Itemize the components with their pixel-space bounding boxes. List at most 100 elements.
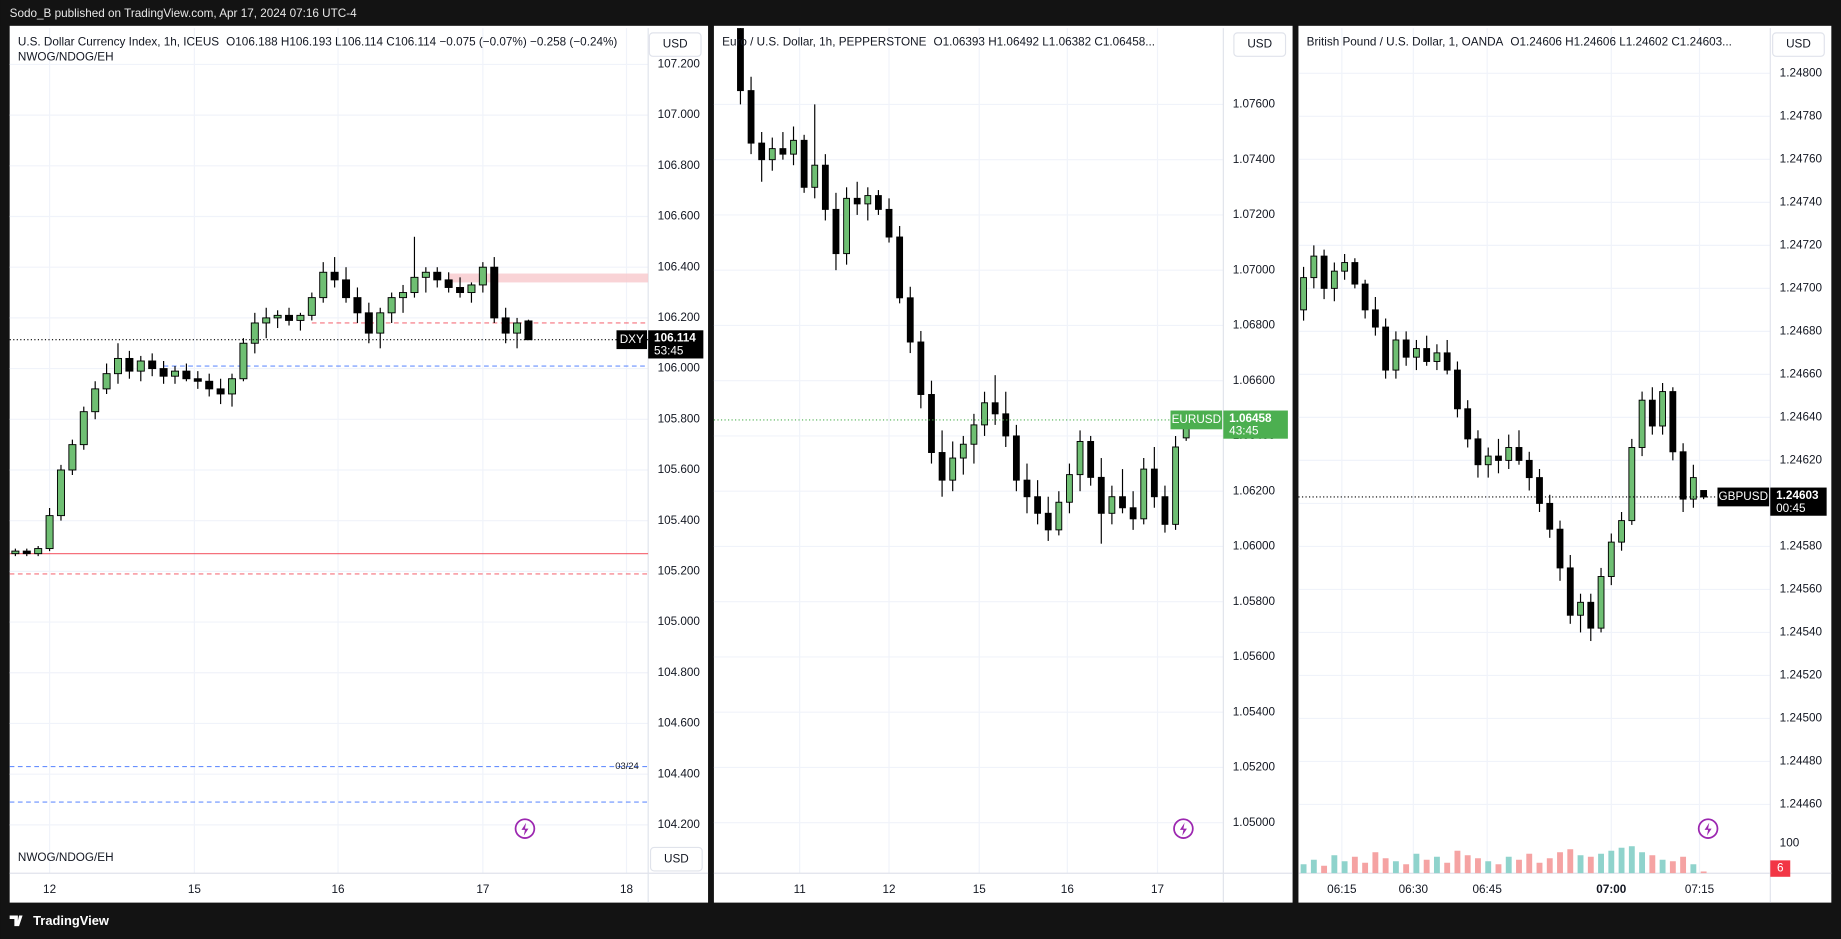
candle-body [1012,435,1020,481]
currency-label: USD [1786,38,1811,51]
candle-body [319,271,328,299]
candle-body [444,279,453,288]
y-tick-label: 1.24720 [1780,238,1823,251]
candle-body [853,197,861,205]
volume-bar [1485,861,1492,874]
indicator-label: NWOG/NDOG/EH [18,51,114,64]
ohlc-values: O1.06393 H1.06492 L1.06382 C1.06458... [933,35,1155,48]
plot-area [9,236,649,803]
candle-body [387,297,396,314]
candle-body [330,271,339,281]
y-tick-label: 104.200 [658,818,701,831]
y-tick-label: 1.24740 [1780,195,1823,208]
candle-body [1628,447,1636,522]
price-tag [1770,487,1827,516]
price-tag-value: 106.114 [654,332,696,345]
plot-area [1300,245,1708,874]
volume-bar [1351,856,1358,874]
indicator-label: NWOG/NDOG/EH [18,851,114,864]
alert-icon-bolt [1704,822,1712,836]
candle-body [949,457,957,481]
chart-legend: Euro / U.S. Dollar, 1h, PEPPERSTONE O1.06… [722,35,1155,48]
candle-body [148,360,157,370]
x-tick-label: 18 [620,883,634,896]
candle-body [1161,496,1169,525]
volume-bar [1649,855,1656,874]
price-tag-value: 1.06458 [1229,412,1272,425]
y-tick-label: 104.600 [658,717,701,730]
candle-body [1382,326,1390,371]
x-tick-label: 06:15 [1327,883,1357,896]
volume-bar [1433,856,1440,874]
candle-body [467,284,476,294]
y-tick-label: 1.07200 [1233,208,1276,221]
volume-bar [1331,855,1338,874]
candle-body [478,266,487,286]
chart-legend: U.S. Dollar Currency Index, 1h, ICEUS O10… [18,35,618,48]
y-tick-label: 105.400 [658,514,701,527]
y-tick-label: 1.05200 [1233,761,1276,774]
candle-body [1689,477,1697,500]
candle-body [1371,309,1379,328]
volume-bar [1567,849,1574,874]
price-tag [648,330,704,359]
candle-body [1659,391,1666,427]
volume-bar [1587,856,1594,874]
volume-bar [1495,864,1502,874]
x-tick-label: 17 [1151,883,1164,896]
volume-bar [1526,853,1533,874]
y-tick-label: 1.24460 [1780,798,1823,811]
x-tick-label: 06:30 [1399,883,1429,896]
volume-bar [1577,855,1584,874]
candle-body [1034,496,1042,514]
candle-body [307,297,316,316]
candle-body [1066,474,1073,503]
candle-body [896,236,904,299]
symbol-tag [616,330,648,350]
candle-body [1361,283,1369,311]
alert-icon-bolt [1179,822,1187,836]
volume-bar [1413,853,1420,874]
price-tag-countdown: 53:45 [654,345,684,358]
candle-body [421,271,430,278]
candle-body [250,322,259,344]
volume-bar [1362,862,1369,874]
chart-title: British Pound / U.S. Dollar, 1, OANDA [1307,35,1504,48]
candle-body [885,208,893,238]
y-tick-label: 1.06600 [1233,374,1276,387]
price-tag-countdown: 00:45 [1776,502,1806,515]
candle-body [1108,496,1116,514]
x-tick-label: 17 [476,883,489,896]
candle-body [228,378,237,395]
y-tick-label: 1.24800 [1780,66,1823,79]
y-tick-label: 1.24580 [1780,540,1823,553]
y-tick-label: 1.24700 [1780,281,1823,294]
x-tick-label: 15 [973,883,987,896]
y-tick-label: 1.24620 [1780,453,1823,466]
candle-body [45,515,54,550]
candle-body [800,139,808,188]
y-tick-label: 1.05400 [1233,705,1276,718]
symbol-tag [1170,410,1223,430]
candle-body [938,452,946,481]
currency-label: USD [1247,38,1272,51]
candle-body [1577,601,1584,616]
candle-body [1495,455,1502,461]
x-tick-label: 16 [1061,883,1074,896]
volume-bar [1321,865,1328,874]
chart-panel: 104.200 104.400 104.600 104.800 105.000 105.2… [9,25,709,903]
candle-body [1546,502,1554,530]
x-tick-label: 07:00 [1596,883,1626,896]
y-tick-label: 1.07000 [1233,263,1276,276]
candle-body [928,394,935,453]
candle-body [1464,408,1472,440]
y-tick-label: 106.000 [658,362,701,375]
volume-bar [1372,852,1379,874]
y-tick-label: 105.800 [658,412,701,425]
volume-bar [1444,862,1451,874]
candle-body [1638,399,1646,448]
candle-body [832,208,840,255]
volume-badge-label: 6 [1777,862,1784,875]
candle-body [399,292,408,299]
